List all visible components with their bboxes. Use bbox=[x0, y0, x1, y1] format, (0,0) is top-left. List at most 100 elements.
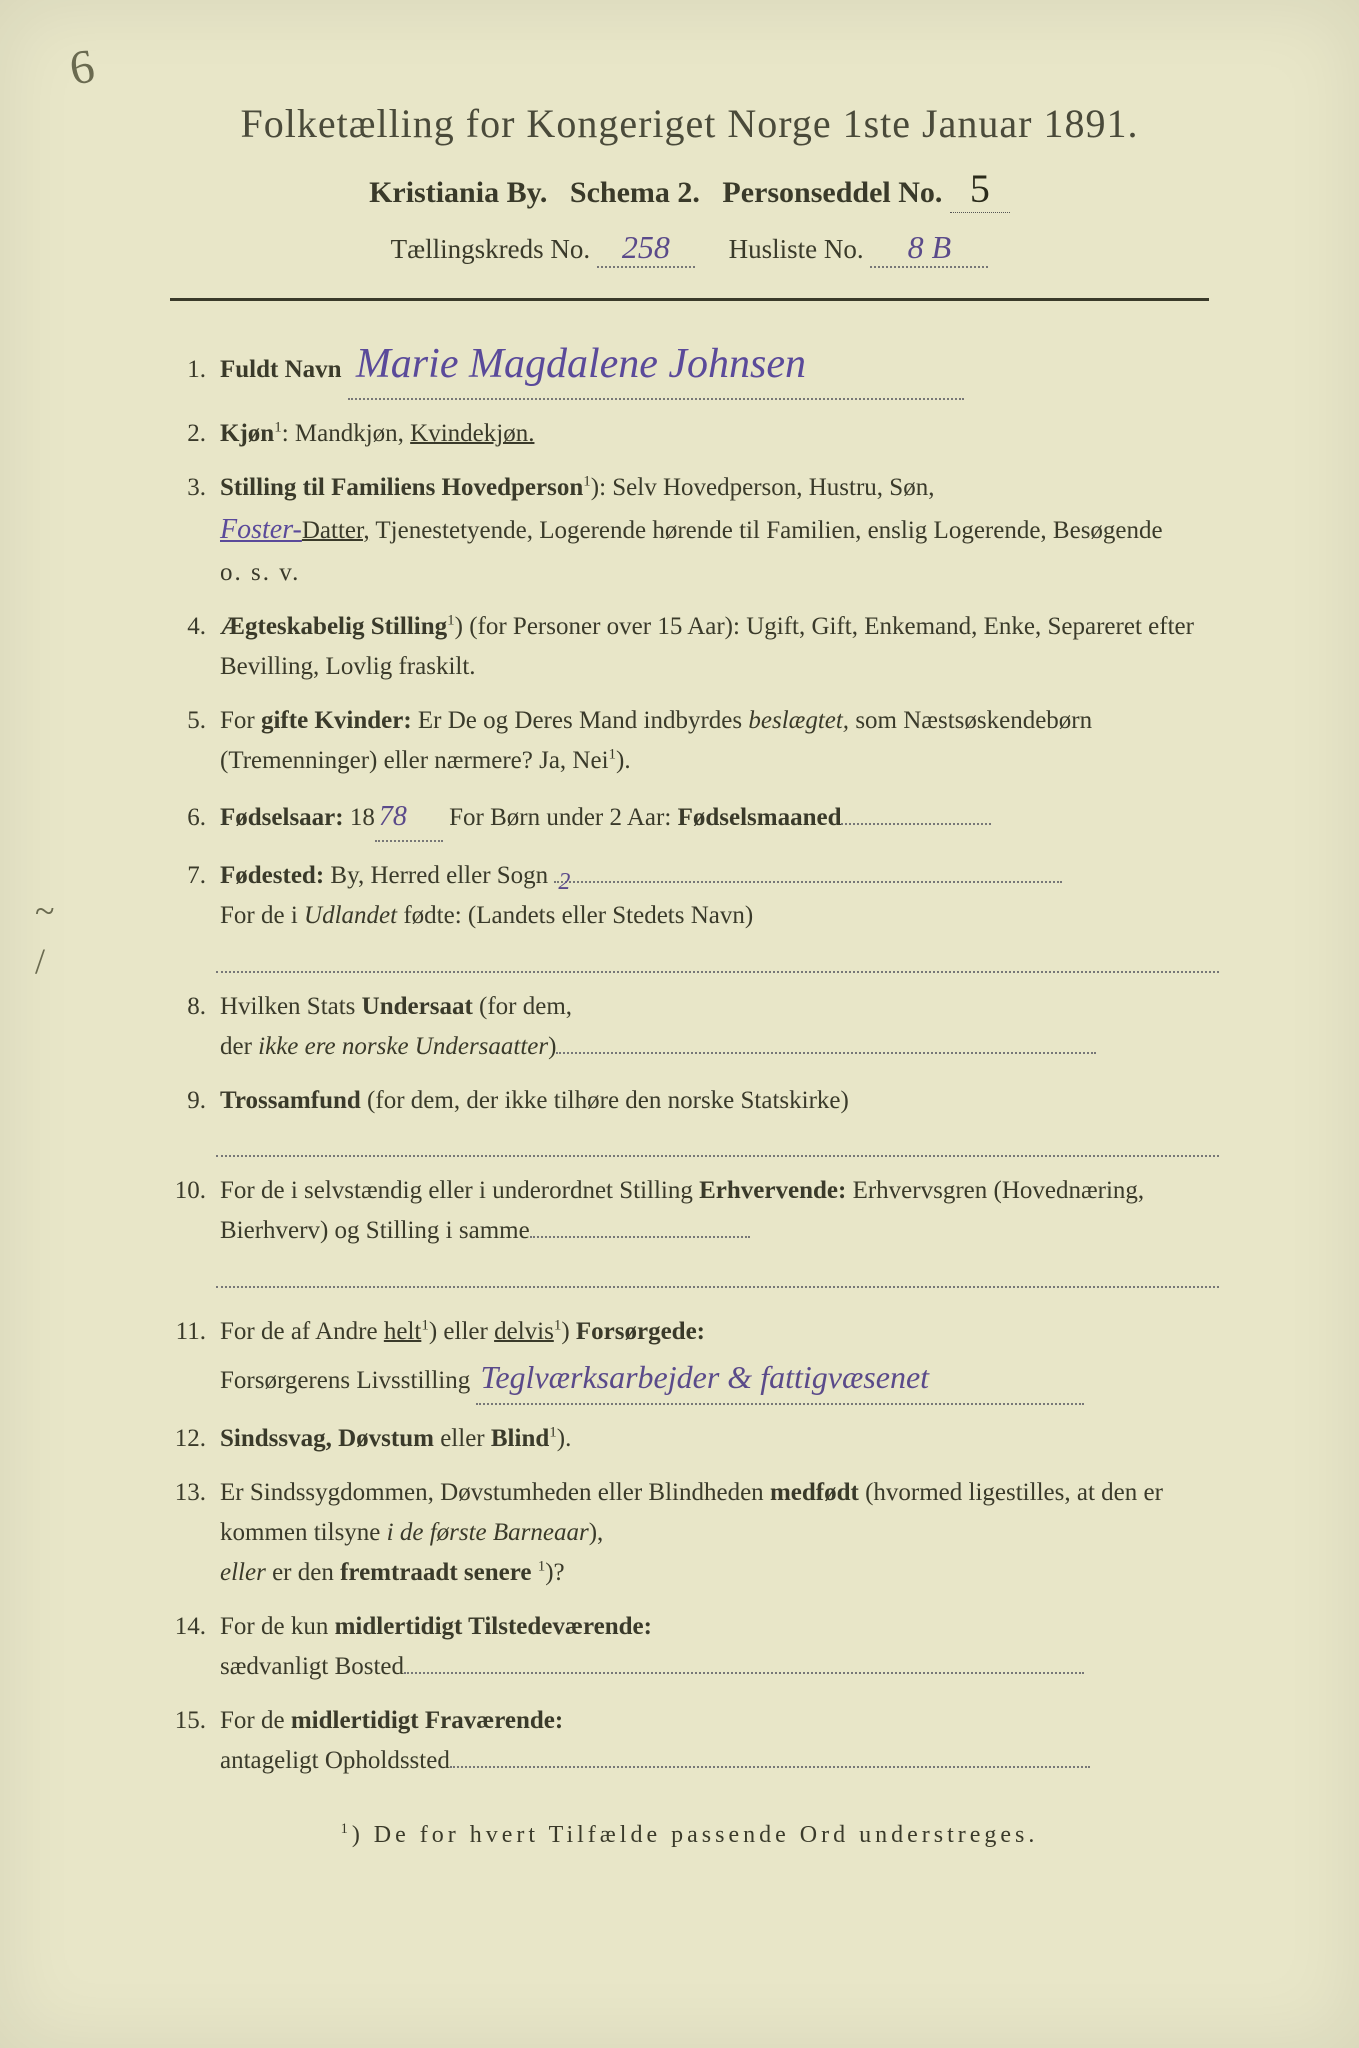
row-forsorgede: 11. For de af Andre helt1) eller delvis1… bbox=[160, 1312, 1219, 1405]
text-erhv-1: For de i selvstændig eller i underordnet… bbox=[220, 1177, 699, 1204]
text-for: For bbox=[220, 707, 261, 734]
text-kjon: : Mandkjøn, bbox=[282, 420, 410, 447]
text-bosted: sædvanligt Bosted bbox=[220, 1653, 404, 1680]
text-udlandet-1: For de i bbox=[220, 902, 304, 929]
text-livsstilling: Forsørgerens Livsstilling bbox=[220, 1367, 470, 1394]
taellingskreds-number: 258 bbox=[597, 229, 695, 268]
year-prefix: 18 bbox=[344, 804, 375, 831]
text-stilling-1: : Selv Hovedperson, Hustru, Søn, bbox=[599, 474, 934, 501]
row-number: 15. bbox=[160, 1701, 220, 1741]
corner-page-mark: 6 bbox=[65, 38, 98, 96]
text-fors-1: For de af Andre bbox=[220, 1318, 384, 1345]
label-fodselsmaaned: Fødselsmaaned bbox=[678, 804, 842, 831]
label-fremtraadt: fremtraadt senere bbox=[340, 1559, 531, 1586]
underline-helt: helt bbox=[384, 1318, 422, 1345]
footnote-ref: 1 bbox=[609, 747, 617, 763]
footnote-ref: 1 bbox=[421, 1318, 429, 1334]
blank-maaned bbox=[841, 823, 991, 825]
footnote-ref: 1 bbox=[274, 420, 282, 436]
header-line3: Tællingskreds No. 258 Husliste No. 8 B bbox=[110, 229, 1269, 268]
footnote-text: ) De for hvert Tilfælde passende Ord und… bbox=[352, 1822, 1039, 1848]
text-born: For Børn under 2 Aar: bbox=[443, 804, 678, 831]
label-fodselsaar: Fødselsaar: bbox=[220, 804, 344, 831]
italic-eller: eller bbox=[220, 1559, 266, 1586]
row-number: 2. bbox=[160, 414, 220, 454]
italic-beslaegtet: beslægtet, bbox=[748, 707, 849, 734]
underline-delvis: delvis bbox=[494, 1318, 554, 1345]
text-gifte-1: Er De og Deres Mand indbyrdes bbox=[412, 707, 749, 734]
value-fuldt-navn: Marie Magdalene Johnsen bbox=[348, 331, 964, 400]
text-opholdssted: antageligt Opholdssted bbox=[220, 1747, 450, 1774]
label-stilling: Stilling til Familiens Hovedperson bbox=[220, 474, 583, 501]
text-frav-1: For de bbox=[220, 1707, 291, 1734]
subtitle-line: Kristiania By. Schema 2. Personseddel No… bbox=[110, 165, 1269, 213]
text-sind-1: Er Sindssygdommen, Døvstumheden eller Bl… bbox=[220, 1479, 770, 1506]
main-title: Folketælling for Kongeriget Norge 1ste J… bbox=[110, 100, 1269, 147]
row-number: 12. bbox=[160, 1419, 220, 1459]
row-number: 13. bbox=[160, 1473, 220, 1513]
label-trossamfund: Trossamfund bbox=[220, 1087, 361, 1114]
row-number: 11. bbox=[160, 1312, 220, 1352]
handwritten-prefix: Foster- bbox=[220, 514, 302, 545]
footnote: 1) De for hvert Tilfælde passende Ord un… bbox=[110, 1821, 1269, 1849]
blank-erhv bbox=[530, 1236, 750, 1238]
row-number: 5. bbox=[160, 701, 220, 741]
row-number: 3. bbox=[160, 468, 220, 508]
text-undersaat-2: (for dem, bbox=[473, 993, 572, 1020]
label-blind: Blind bbox=[491, 1425, 549, 1452]
schema-label: Schema 2. bbox=[570, 176, 700, 209]
row-tilstedevaerende: 14. For de kun midlertidigt Tilstedevære… bbox=[160, 1607, 1219, 1687]
text-undersaat-1: Hvilken Stats bbox=[220, 993, 362, 1020]
row-aegteskab: 4. Ægteskabelig Stilling1) (for Personer… bbox=[160, 607, 1219, 687]
label-tilstedevaerende: midlertidigt Tilstedeværende: bbox=[335, 1613, 652, 1640]
blank-undersaat bbox=[556, 1052, 1096, 1054]
margin-mark-1: ~ bbox=[35, 890, 54, 932]
value-year: 78 bbox=[375, 795, 443, 842]
row-number: 6. bbox=[160, 798, 220, 838]
row-number: 9. bbox=[160, 1081, 220, 1121]
above-sogn: 2 bbox=[558, 863, 570, 901]
label-medfodt: medfødt bbox=[770, 1479, 859, 1506]
personseddel-label: Personseddel No. bbox=[722, 176, 942, 209]
label-fodested: Fødested: bbox=[220, 862, 324, 889]
text-sind-3: ), bbox=[589, 1519, 604, 1546]
row-fodselsaar: 6. Fødselsaar: 1878 For Børn under 2 Aar… bbox=[160, 795, 1219, 842]
form-body: 1. Fuldt Navn Marie Magdalene Johnsen 2.… bbox=[110, 331, 1269, 1781]
row-kjon: 2. Kjøn1: Mandkjøn, Kvindekjøn. bbox=[160, 414, 1219, 454]
blank-line bbox=[216, 1265, 1219, 1288]
text-sind-4: er den bbox=[266, 1559, 340, 1586]
row-number: 10. bbox=[160, 1171, 220, 1211]
text-osv: o. s. v. bbox=[220, 559, 300, 586]
row-sindssygdom: 13. Er Sindssygdommen, Døvstumheden elle… bbox=[160, 1473, 1219, 1593]
text-undersaat-3: der bbox=[220, 1033, 258, 1060]
footnote-sup: 1 bbox=[341, 1821, 352, 1837]
text-eller: eller bbox=[434, 1425, 491, 1452]
selected-kjon: Kvindekjøn. bbox=[410, 420, 534, 447]
italic-barneaar: i de første Barneaar bbox=[387, 1519, 589, 1546]
row-fravaerende: 15. For de midlertidigt Fraværende: anta… bbox=[160, 1701, 1219, 1781]
husliste-number: 8 B bbox=[870, 229, 988, 268]
city-label: Kristiania By. bbox=[369, 176, 547, 209]
italic-udlandet: Udlandet bbox=[304, 902, 397, 929]
label-erhvervende: Erhvervende: bbox=[699, 1177, 846, 1204]
text-fodested: By, Herred eller Sogn bbox=[324, 862, 548, 889]
husliste-label: Husliste No. bbox=[729, 234, 864, 264]
row-number: 8. bbox=[160, 987, 220, 1027]
footnote-ref: 1 bbox=[549, 1425, 557, 1441]
footnote-ref: 1 bbox=[538, 1559, 546, 1575]
header-divider bbox=[170, 298, 1209, 301]
label-kjon: Kjøn bbox=[220, 420, 274, 447]
label-forsorgede: Forsørgede: bbox=[570, 1318, 705, 1345]
footnote-ref: 1 bbox=[447, 613, 455, 629]
label-fravaerende: midlertidigt Fraværende: bbox=[291, 1707, 563, 1734]
italic-norske: ikke ere norske Undersaatter bbox=[258, 1033, 548, 1060]
text-stilling-2: Tjenestetyende, Logerende hørende til Fa… bbox=[370, 517, 1163, 544]
label-undersaat: Undersaat bbox=[362, 993, 473, 1020]
margin-mark-2: / bbox=[35, 940, 45, 982]
text-trossamfund: (for dem, der ikke tilhøre den norske St… bbox=[361, 1087, 849, 1114]
footnote-ref: 1 bbox=[554, 1318, 562, 1334]
text-fors-2: eller bbox=[437, 1318, 494, 1345]
text-tilst-1: For de kun bbox=[220, 1613, 335, 1640]
blank-opholdssted bbox=[450, 1766, 1090, 1768]
row-trossamfund: 9. Trossamfund (for dem, der ikke tilhør… bbox=[160, 1081, 1219, 1121]
